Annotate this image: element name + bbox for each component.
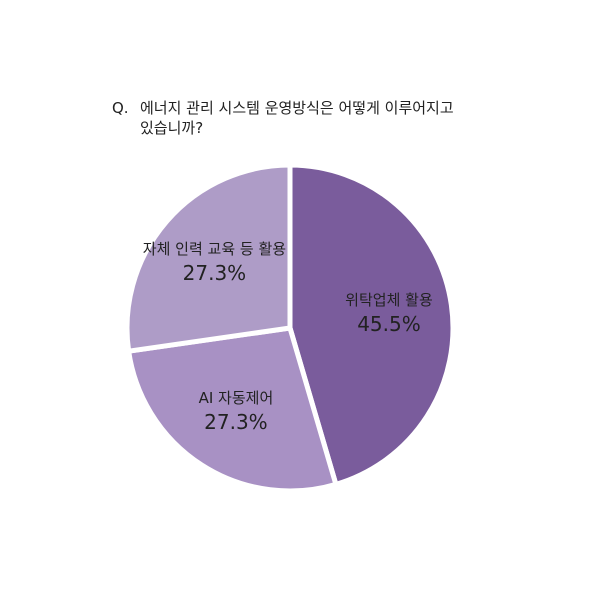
title-line: 있습니까? [140, 119, 204, 137]
slice-label: 위탁업체 활용 45.5% [314, 290, 464, 338]
value-label: 27.3% [182, 260, 247, 285]
title-line: 에너지 관리 시스템 운영방식은 어떻게 이루어지고 [140, 99, 454, 117]
pie-slice [287, 162, 456, 487]
category-label: AI 자동제어 [198, 389, 274, 408]
pie-slice [124, 162, 293, 354]
chart-title: Q. 에너지 관리 시스템 운영방식은 어떻게 이루어지고 있습니까? [112, 98, 532, 138]
category-label: 자체 인력 교육 등 활용 [142, 239, 287, 258]
category-label: 위탁업체 활용 [345, 290, 433, 309]
slice-label: 자체 인력 교육 등 활용 27.3% [139, 239, 289, 287]
value-label: 45.5% [357, 311, 421, 336]
value-label: 27.3% [204, 410, 268, 435]
pie-slice [126, 325, 339, 494]
slice-label: AI 자동제어 27.3% [161, 388, 311, 436]
title-prefix: Q. [112, 99, 129, 117]
